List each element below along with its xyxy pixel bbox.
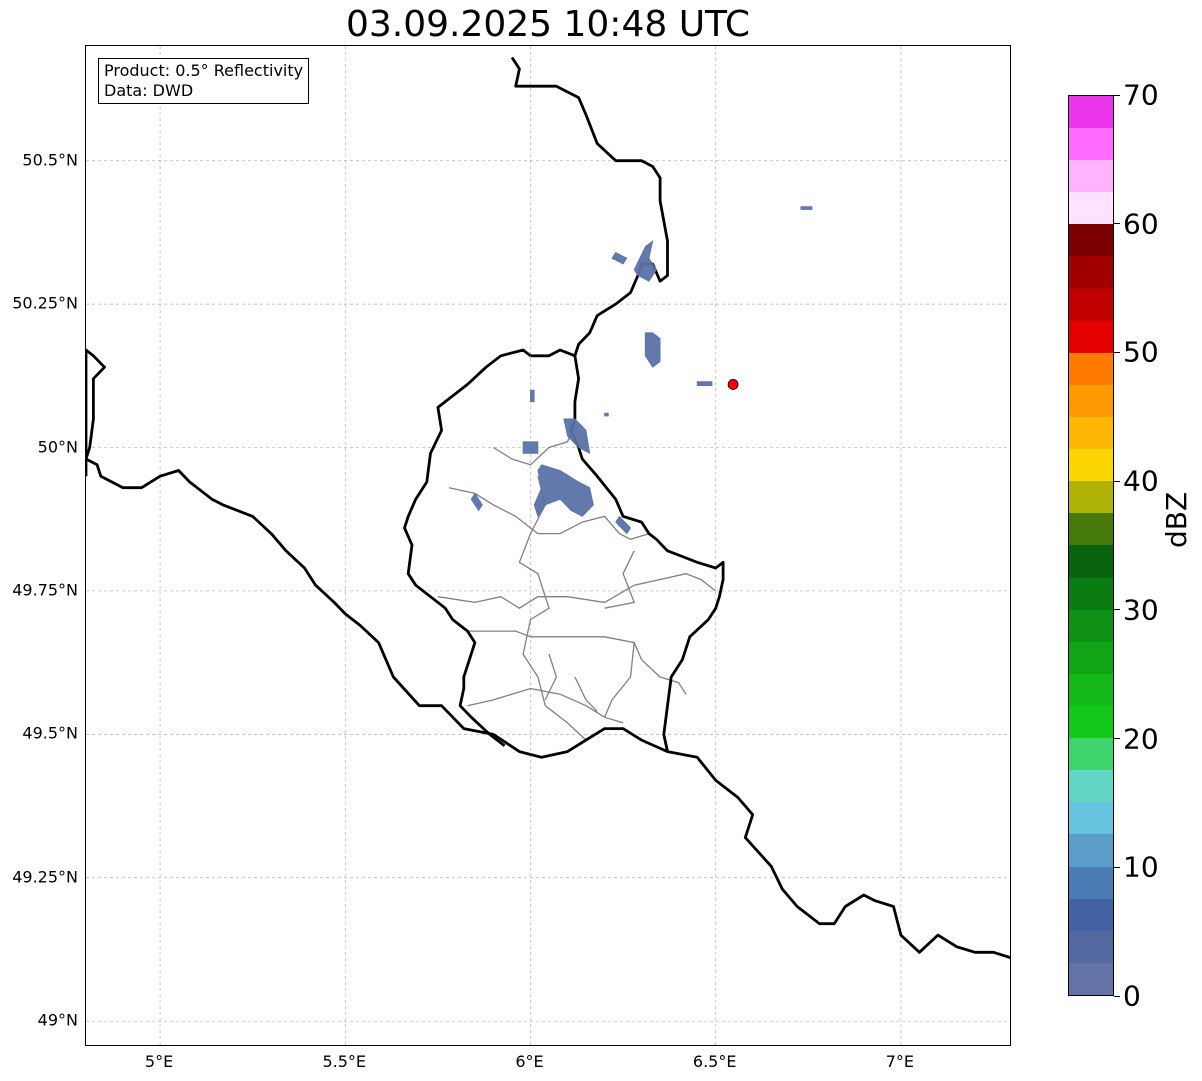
lat-tick-label: 49.25°N: [12, 867, 78, 887]
lat-tick-label: 49.5°N: [22, 723, 78, 743]
lat-tick-label: 49.75°N: [12, 580, 78, 600]
lon-tick-label: 6°E: [515, 1052, 544, 1071]
radar-echo: [615, 515, 632, 535]
colorbar-segment: [1069, 288, 1113, 321]
colorbar-segment: [1069, 481, 1113, 514]
radar-site-marker[interactable]: [727, 379, 739, 390]
radar-echo: [522, 441, 539, 454]
region-boundary: [518, 476, 587, 741]
colorbar-tick: [1114, 480, 1120, 482]
data-source-text: Data: DWD: [104, 81, 194, 100]
colorbar-tick-label: 60: [1123, 207, 1159, 241]
lon-tick-label: 5.5°E: [322, 1052, 367, 1071]
colorbar-segment: [1069, 930, 1113, 963]
radar-echo: [696, 381, 713, 387]
radar-echo: [470, 492, 483, 512]
radar-echo: [563, 418, 591, 455]
colorbar-tick: [1114, 351, 1120, 353]
colorbar-unit-label: dBZ: [1160, 491, 1193, 548]
region-boundary: [574, 676, 598, 712]
radar-echo: [533, 464, 594, 518]
colorbar-tick: [1114, 866, 1120, 868]
colorbar-segment: [1069, 898, 1113, 931]
region-boundary: [493, 424, 576, 466]
colorbar-tick-label: 0: [1123, 979, 1141, 1013]
colorbar-segment: [1069, 866, 1113, 899]
colorbar-tick-label: 50: [1123, 335, 1159, 369]
colorbar-tick-label: 10: [1123, 850, 1159, 884]
radar-echo: [633, 240, 657, 282]
radar-echo: [800, 206, 813, 210]
colorbar-tick-label: 70: [1123, 78, 1159, 112]
colorbar-segment: [1069, 545, 1113, 578]
region-boundary: [604, 642, 635, 718]
lat-tick-label: 50.5°N: [22, 150, 78, 170]
dbz-colorbar: [1068, 95, 1114, 996]
colorbar-tick-label: 40: [1123, 464, 1159, 498]
colorbar-segment: [1069, 95, 1113, 129]
colorbar-segment: [1069, 802, 1113, 835]
radar-echo: [611, 251, 628, 265]
colorbar-segment: [1069, 641, 1113, 674]
radar-echo: [604, 412, 609, 417]
lat-tick-label: 49°N: [37, 1010, 78, 1030]
colorbar-tick: [1114, 94, 1120, 96]
colorbar-tick-label: 20: [1123, 722, 1159, 756]
colorbar-segment: [1069, 384, 1113, 418]
radar-map: [86, 46, 1010, 1045]
colorbar-segment: [1069, 417, 1113, 450]
colorbar-segment: [1069, 609, 1113, 642]
region-boundary: [467, 630, 687, 695]
lon-tick-label: 7°E: [885, 1052, 915, 1071]
colorbar-segment: [1069, 738, 1113, 771]
colorbar-segment: [1069, 577, 1113, 610]
country-border: [86, 457, 1010, 959]
lat-tick-label: 50.25°N: [12, 293, 78, 313]
colorbar-tick: [1114, 738, 1120, 740]
radar-echo: [644, 332, 661, 368]
colorbar-segment: [1069, 256, 1113, 289]
colorbar-segment: [1069, 128, 1113, 161]
colorbar-tick: [1114, 995, 1120, 997]
lon-tick-label: 6.5°E: [692, 1052, 737, 1071]
map-title: 03.09.2025 10:48 UTC: [345, 4, 751, 45]
colorbar-segment: [1069, 706, 1113, 739]
map-panel[interactable]: Product: 0.5° Reflectivity Data: DWD: [85, 45, 1011, 1046]
lon-tick-label: 5°E: [144, 1052, 174, 1071]
colorbar-segment: [1069, 192, 1113, 225]
country-border: [86, 348, 106, 477]
colorbar-tick: [1114, 609, 1120, 611]
colorbar-tick: [1114, 223, 1120, 225]
colorbar-segment: [1069, 449, 1113, 482]
colorbar-segment: [1069, 962, 1113, 995]
country-border: [403, 348, 532, 747]
product-info-box: Product: 0.5° Reflectivity Data: DWD: [98, 58, 310, 104]
colorbar-tick-label: 30: [1123, 593, 1159, 627]
colorbar-segment: [1069, 160, 1113, 193]
radar-echo: [530, 389, 535, 403]
region-boundary: [604, 550, 636, 609]
country-border: [530, 348, 576, 358]
colorbar-segment: [1069, 770, 1113, 803]
colorbar-segment: [1069, 224, 1113, 257]
lat-tick-label: 50°N: [37, 437, 78, 457]
region-boundary: [544, 653, 558, 701]
colorbar-segment: [1069, 673, 1113, 707]
country-border: [510, 56, 725, 752]
colorbar-segment: [1069, 352, 1113, 385]
colorbar-segment: [1069, 834, 1113, 867]
colorbar-segment: [1069, 320, 1113, 353]
region-boundary: [448, 487, 650, 540]
region-boundary: [437, 573, 717, 609]
colorbar-segment: [1069, 513, 1113, 546]
product-text: Product: 0.5° Reflectivity: [104, 61, 304, 80]
